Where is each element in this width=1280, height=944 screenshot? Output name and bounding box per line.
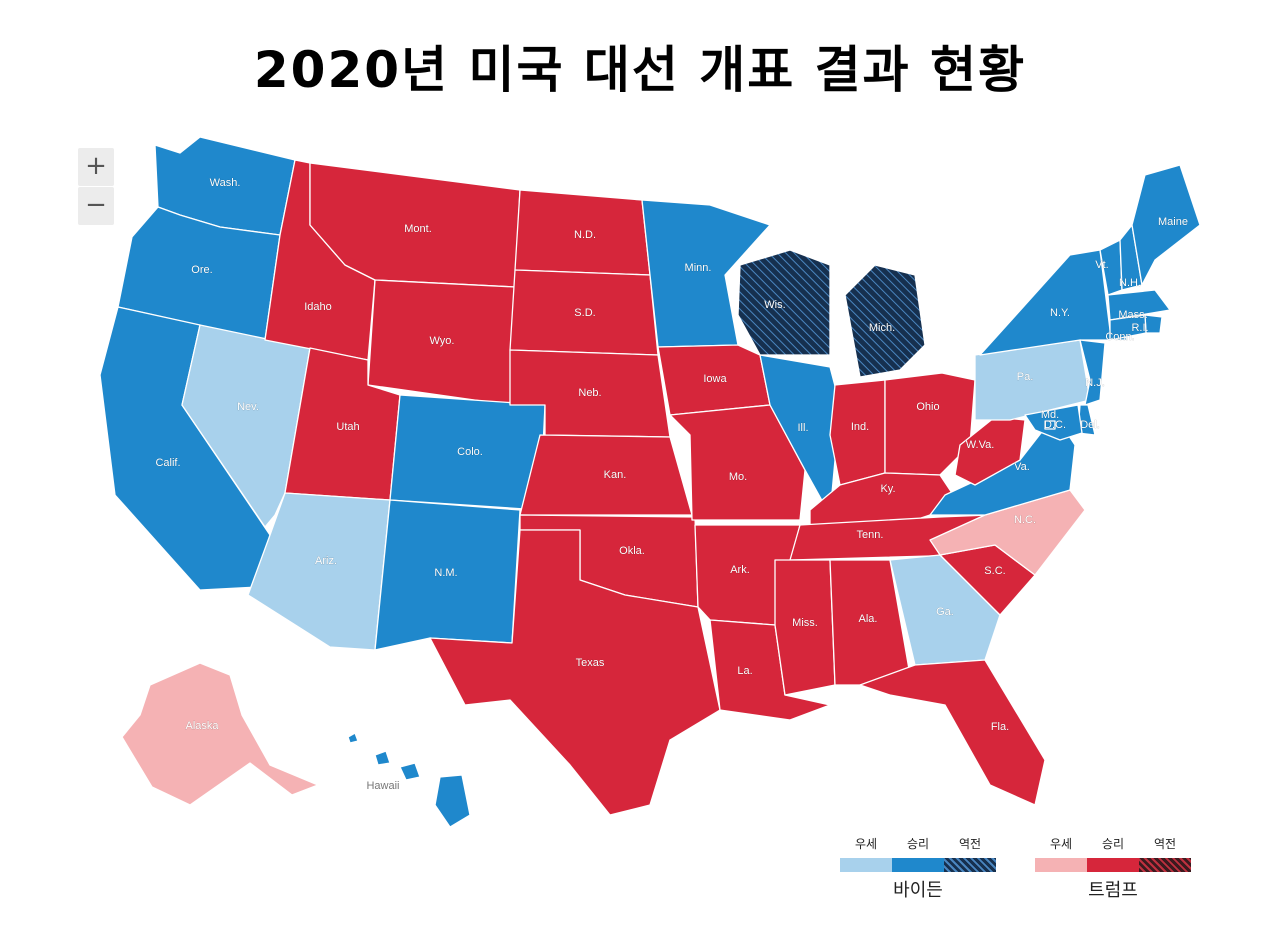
state-label-wva: W.Va. — [966, 439, 995, 451]
page-title: 2020년 미국 대선 개표 결과 현황 — [253, 41, 1027, 99]
state-label-fla: Fla. — [991, 721, 1009, 733]
state-label-wash: Wash. — [210, 177, 241, 189]
state-label-wyo: Wyo. — [430, 335, 455, 347]
state-label-neb: Neb. — [578, 387, 601, 399]
state-texas[interactable] — [429, 529, 721, 816]
state-label-va: Va. — [1014, 461, 1030, 473]
state-label-colo: Colo. — [457, 446, 483, 458]
state-label-hawaii: Hawaii — [366, 780, 399, 792]
legend-trump-lead-header: 우세 — [1049, 837, 1073, 851]
state-label-nd: N.D. — [574, 229, 596, 241]
state-label-ky: Ky. — [880, 483, 895, 495]
state-nj[interactable] — [1079, 339, 1106, 406]
legend-trump-win-swatch — [1087, 858, 1139, 872]
state-label-mich: Mich. — [869, 322, 895, 334]
legend-trump-win-header: 승리 — [1101, 837, 1125, 851]
state-wis[interactable] — [737, 249, 831, 356]
state-label-ark: Ark. — [730, 564, 750, 576]
state-conn[interactable] — [1109, 314, 1147, 341]
state-va[interactable] — [929, 414, 1076, 516]
state-label-idaho: Idaho — [304, 301, 332, 313]
state-label-del: Del. — [1080, 419, 1100, 431]
legend-biden-win-swatch — [892, 858, 944, 872]
state-label-ind: Ind. — [851, 421, 869, 433]
state-label-md: Md. — [1041, 409, 1059, 421]
state-label-ill: Ill. — [798, 422, 809, 434]
state-miss[interactable] — [774, 559, 836, 696]
legend-biden-flip-header: 역전 — [958, 837, 982, 851]
state-label-ariz: Ariz. — [315, 555, 337, 567]
state-label-sd: S.D. — [574, 307, 595, 319]
state-label-tenn: Tenn. — [857, 529, 884, 541]
state-label-nh: N.H. — [1119, 277, 1141, 289]
state-label-maine: Maine — [1158, 216, 1188, 228]
legend-biden-win-header: 승리 — [906, 837, 930, 851]
state-maine[interactable] — [1131, 164, 1201, 286]
state-label-pa: Pa. — [1017, 371, 1034, 383]
state-label-mass: Mass. — [1118, 309, 1147, 321]
us-map-svg: Wash. Ore. Calif. Nev. Idaho Mont. Wyo. Utah Ari… — [99, 136, 1201, 828]
state-label-ohio: Ohio — [916, 401, 939, 413]
legend-biden-name: 바이든 — [893, 880, 943, 901]
state-label-conn: Conn. — [1105, 331, 1134, 343]
state-label-la: La. — [737, 665, 752, 677]
state-label-nev: Nev. — [237, 401, 259, 413]
legend-biden-lead-swatch — [840, 858, 892, 872]
state-label-minn: Minn. — [685, 262, 712, 274]
state-mass[interactable] — [1107, 289, 1171, 321]
legend-trump-name: 트럼프 — [1088, 880, 1138, 901]
state-label-ore: Ore. — [191, 264, 212, 276]
zoom-out-button[interactable]: − — [78, 187, 114, 225]
state-label-ala: Ala. — [859, 613, 878, 625]
state-label-mo: Mo. — [729, 471, 747, 483]
state-dc[interactable] — [1044, 420, 1056, 430]
state-label-utah: Utah — [336, 421, 359, 433]
state-label-nm: N.M. — [434, 567, 457, 579]
legend-trump-lead-swatch — [1035, 858, 1087, 872]
zoom-in-button[interactable]: + — [78, 148, 114, 186]
state-label-calif: Calif. — [155, 457, 180, 469]
state-alaska[interactable] — [121, 662, 319, 806]
state-label-okla: Okla. — [619, 545, 645, 557]
state-label-kan: Kan. — [604, 469, 627, 481]
state-label-wis: Wis. — [764, 299, 785, 311]
state-label-iowa: Iowa — [703, 373, 727, 385]
state-label-sc: S.C. — [984, 565, 1005, 577]
legend-biden: 우세 승리 역전 바이든 — [840, 835, 996, 902]
state-label-mont: Mont. — [404, 223, 432, 235]
legend-biden-lead-header: 우세 — [854, 837, 878, 851]
state-mich[interactable] — [844, 264, 926, 378]
state-label-miss: Miss. — [792, 617, 818, 629]
legend-trump-flip-header: 역전 — [1153, 837, 1177, 851]
state-label-ga: Ga. — [936, 606, 954, 618]
state-label-vt: Vt. — [1095, 259, 1108, 271]
legend-trump-flip-swatch — [1139, 858, 1191, 872]
state-label-nc: N.C. — [1014, 514, 1036, 526]
state-label-ny: N.Y. — [1050, 307, 1070, 319]
state-ga[interactable] — [889, 554, 1001, 666]
state-label-texas: Texas — [576, 657, 605, 669]
state-fla[interactable] — [859, 659, 1046, 806]
state-label-dc: D.C. — [1044, 419, 1066, 431]
legend-biden-flip-swatch — [944, 858, 996, 872]
legend-trump: 우세 승리 역전 트럼프 — [1035, 835, 1191, 902]
election-map: Wash. Ore. Calif. Nev. Idaho Mont. Wyo. Utah Ari… — [70, 115, 1235, 915]
state-label-alaska: Alaska — [185, 720, 219, 732]
state-minn[interactable] — [641, 199, 771, 348]
state-hawaii[interactable] — [347, 732, 471, 828]
state-label-nj: N.J. — [1085, 377, 1105, 389]
state-label-ri: R.I. — [1131, 322, 1148, 334]
